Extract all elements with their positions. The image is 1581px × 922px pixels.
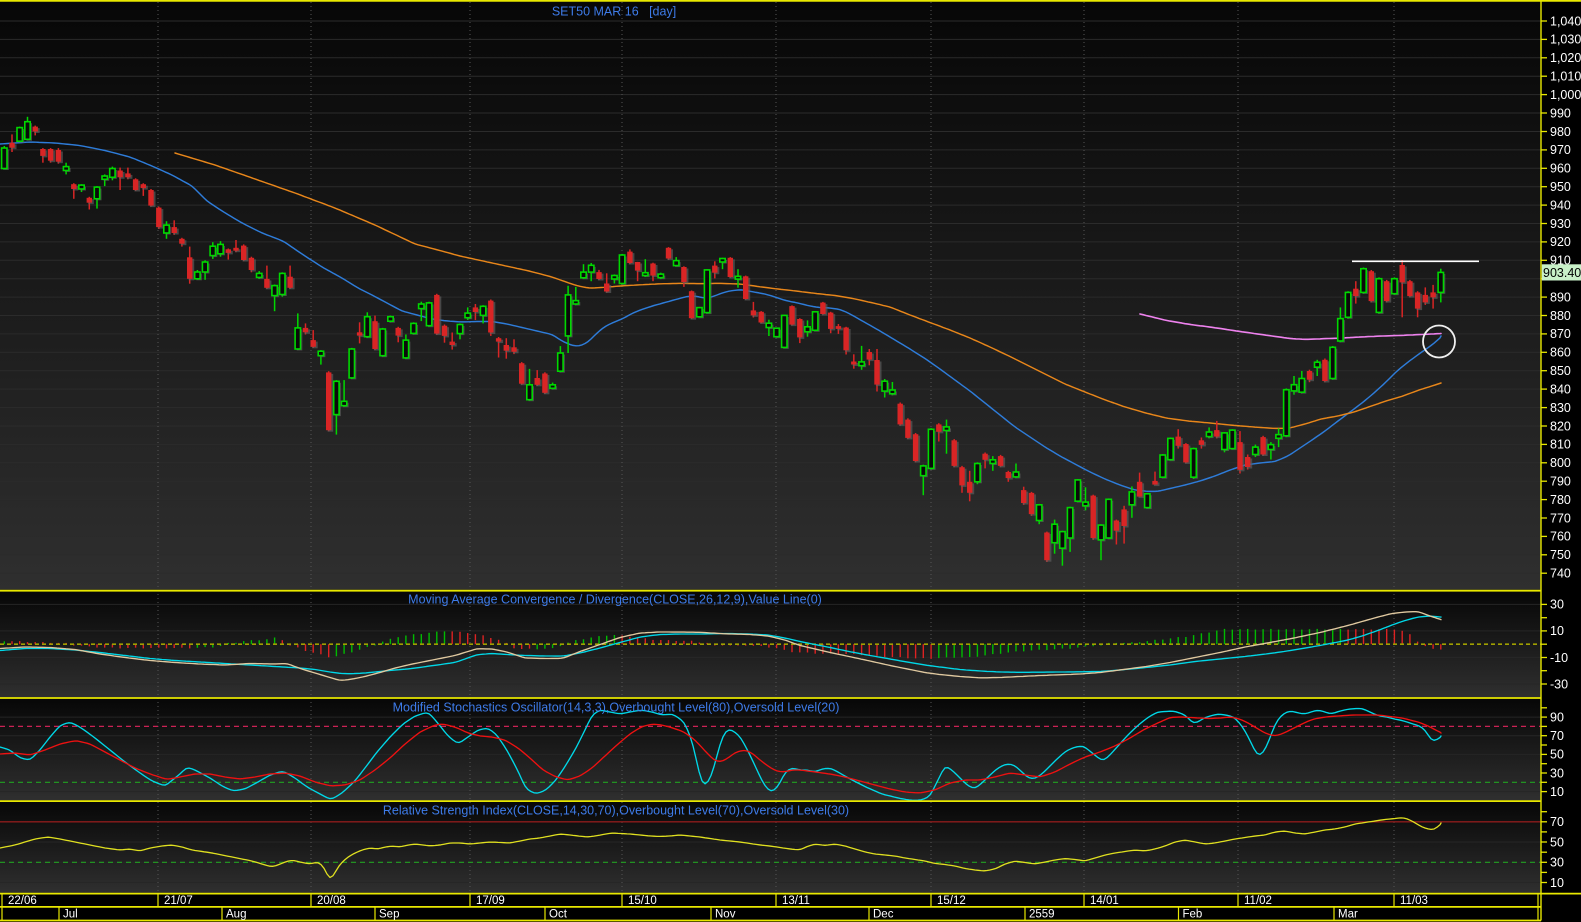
svg-text:22/06: 22/06 xyxy=(8,895,37,907)
svg-text:30: 30 xyxy=(1550,856,1564,870)
svg-text:15/12: 15/12 xyxy=(937,895,966,907)
svg-text:890: 890 xyxy=(1550,290,1571,304)
svg-text:840: 840 xyxy=(1550,382,1571,396)
svg-text:50: 50 xyxy=(1550,835,1564,849)
svg-text:880: 880 xyxy=(1550,309,1571,323)
svg-text:30: 30 xyxy=(1550,766,1564,780)
svg-text:Aug: Aug xyxy=(226,909,246,921)
svg-text:11/02: 11/02 xyxy=(1244,895,1272,907)
svg-text:990: 990 xyxy=(1550,106,1571,120)
svg-text:1,000: 1,000 xyxy=(1550,88,1581,102)
svg-text:1,020: 1,020 xyxy=(1550,51,1581,65)
svg-text:15/10: 15/10 xyxy=(628,895,657,907)
svg-text:Dec: Dec xyxy=(873,909,894,921)
svg-text:Modified Stochastics Oscillato: Modified Stochastics Oscillator(14,3,3),… xyxy=(393,701,840,715)
svg-text:Sep: Sep xyxy=(379,909,399,921)
svg-text:750: 750 xyxy=(1550,548,1571,562)
svg-text:50: 50 xyxy=(1550,748,1564,762)
svg-text:950: 950 xyxy=(1550,180,1571,194)
svg-text:810: 810 xyxy=(1550,438,1571,452)
svg-text:970: 970 xyxy=(1550,143,1571,157)
svg-text:830: 830 xyxy=(1550,401,1571,415)
svg-text:1,040: 1,040 xyxy=(1550,14,1581,28)
svg-text:21/07: 21/07 xyxy=(164,895,193,907)
svg-text:870: 870 xyxy=(1550,327,1571,341)
svg-text:Jul: Jul xyxy=(63,909,78,921)
svg-text:11/03: 11/03 xyxy=(1400,895,1428,907)
svg-text:850: 850 xyxy=(1550,364,1571,378)
svg-text:903.40: 903.40 xyxy=(1543,266,1581,280)
svg-text:740: 740 xyxy=(1550,567,1571,581)
svg-text:790: 790 xyxy=(1550,475,1571,489)
svg-text:Relative Strength Index(CLOSE,: Relative Strength Index(CLOSE,14,30,70),… xyxy=(383,804,849,818)
svg-text:Oct: Oct xyxy=(549,909,568,921)
svg-text:14/01: 14/01 xyxy=(1090,895,1119,907)
svg-text:Nov: Nov xyxy=(715,909,736,921)
svg-text:Moving Average Convergence / D: Moving Average Convergence / Divergence(… xyxy=(408,593,822,607)
svg-text:930: 930 xyxy=(1550,217,1571,231)
svg-text:2559: 2559 xyxy=(1029,909,1055,921)
svg-text:-30: -30 xyxy=(1550,677,1568,691)
svg-text:13/11: 13/11 xyxy=(782,895,810,907)
svg-text:20/08: 20/08 xyxy=(317,895,346,907)
svg-text:Mar: Mar xyxy=(1338,909,1358,921)
svg-text:1,010: 1,010 xyxy=(1550,70,1581,84)
svg-text:10: 10 xyxy=(1550,785,1564,799)
svg-text:780: 780 xyxy=(1550,493,1571,507)
svg-text:SET50 MAR 16 [day]: SET50 MAR 16 [day] xyxy=(552,5,676,19)
svg-text:-10: -10 xyxy=(1550,651,1568,665)
svg-text:860: 860 xyxy=(1550,346,1571,360)
svg-text:910: 910 xyxy=(1550,254,1571,268)
svg-text:960: 960 xyxy=(1550,162,1571,176)
svg-text:820: 820 xyxy=(1550,419,1571,433)
svg-text:770: 770 xyxy=(1550,511,1571,525)
svg-text:70: 70 xyxy=(1550,815,1564,829)
svg-text:760: 760 xyxy=(1550,530,1571,544)
svg-text:800: 800 xyxy=(1550,456,1571,470)
svg-text:10: 10 xyxy=(1550,876,1564,890)
svg-text:Feb: Feb xyxy=(1183,909,1203,921)
svg-text:1,030: 1,030 xyxy=(1550,33,1581,47)
svg-text:90: 90 xyxy=(1550,710,1564,724)
svg-text:920: 920 xyxy=(1550,235,1571,249)
svg-text:10: 10 xyxy=(1550,624,1564,638)
svg-text:940: 940 xyxy=(1550,198,1571,212)
svg-text:17/09: 17/09 xyxy=(476,895,505,907)
svg-text:980: 980 xyxy=(1550,125,1571,139)
svg-text:70: 70 xyxy=(1550,729,1564,743)
svg-text:30: 30 xyxy=(1550,598,1564,612)
